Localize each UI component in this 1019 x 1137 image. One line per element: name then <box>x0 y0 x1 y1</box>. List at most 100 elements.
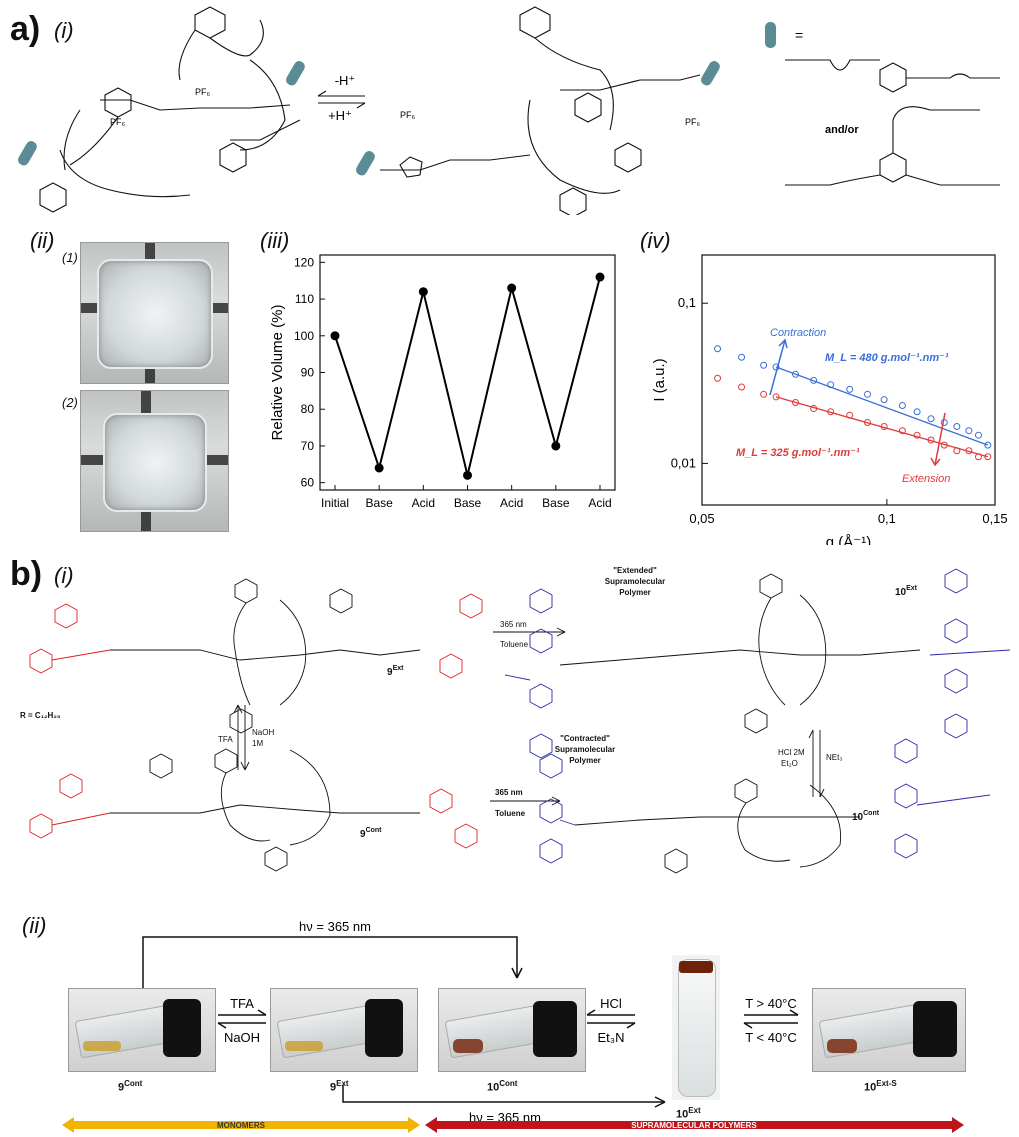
annotation-blue: M_L = 480 g.mol⁻¹.nm⁻¹ <box>825 352 949 364</box>
y-tick-label: 0,01 <box>671 455 696 470</box>
chart-relative-volume: 60 70 80 90 100 110 120 Initial Base Acid Base Acid… <box>269 254 616 510</box>
r-group-label: R = C₁₂H₂₅ <box>20 711 61 720</box>
eq-top-label: -H⁺ <box>335 73 356 88</box>
t-above-label: T > 40°C <box>745 996 797 1011</box>
data-point-1 <box>772 393 780 401</box>
cmpd-9ext: 9Ext <box>387 665 404 678</box>
left-eq-right2: 1M <box>252 739 263 748</box>
pf6-label-4: PF₆ <box>685 117 701 127</box>
data-point-0 <box>738 353 746 361</box>
legend-andor: and/or <box>825 124 859 136</box>
x-axis-label: q (Å⁻¹) <box>826 534 871 545</box>
pf6-label-1: PF₆ <box>110 117 126 127</box>
vial-upright <box>678 959 716 1097</box>
data-point-0 <box>898 401 906 409</box>
panel-b-i-label: (i) <box>54 563 74 588</box>
y-tick-label: 110 <box>295 292 314 306</box>
panel-b-ii-label: (ii) <box>22 913 47 938</box>
label-10ext: 10Ext <box>676 1106 701 1121</box>
extension-arrowhead <box>930 457 941 467</box>
y-tick-label: 60 <box>301 476 315 490</box>
chart-scattering: 0,05 0,1 0,15 0,1 0,01 q (Å⁻¹) I (a.u.) Contrac… <box>651 254 1008 545</box>
data-point-1 <box>792 399 800 407</box>
monomers-arrow <box>62 1117 420 1133</box>
x-tick-label: 0,15 <box>982 511 1007 526</box>
x-tick-label: 0,1 <box>878 511 896 526</box>
photo1-label: (1) <box>62 250 78 265</box>
monomers-label: MONOMERS <box>217 1121 266 1130</box>
stopper-glyph-4 <box>356 151 375 176</box>
contracted-title: "Contracted" <box>560 734 610 743</box>
vial-photo-9ext <box>270 988 418 1072</box>
data-point <box>330 331 340 341</box>
y-axis-label: Relative Volume (%) <box>269 305 286 441</box>
vial-photo-10exts <box>812 988 966 1072</box>
data-point-0 <box>965 427 973 435</box>
supramolecular-scheme: 365 nm Toluene 365 nm Toluene TFA NaOH 1… <box>20 566 1011 874</box>
x-tick-label: Acid <box>588 496 611 510</box>
data-point <box>507 283 517 293</box>
x-tick-label: Initial <box>321 496 349 510</box>
data-point-0 <box>792 370 800 378</box>
data-point-0 <box>974 431 982 439</box>
gel-photo-shrunk <box>80 390 229 532</box>
data-point <box>418 287 428 297</box>
stopper-glyph-3 <box>18 141 37 166</box>
annotation-red: M_L = 325 g.mol⁻¹.nm⁻¹ <box>736 447 860 459</box>
data-point-1 <box>714 374 722 382</box>
legend-equals: = <box>795 27 803 43</box>
category-arrows: MONOMERS SUPRAMOLECULAR POLYMERS <box>62 1117 964 1133</box>
extension-arrow <box>934 412 946 466</box>
panel-b-letter: b) <box>10 555 43 593</box>
left-eq-right: NaOH <box>252 728 274 737</box>
polymers-label: SUPRAMOLECULAR POLYMERS <box>631 1121 757 1130</box>
y-tick-label: 80 <box>301 402 315 416</box>
data-point-0 <box>760 361 768 369</box>
data-point-0 <box>846 385 854 393</box>
vial-photo-9cont <box>68 988 216 1072</box>
hcl-label: HCl <box>600 996 622 1011</box>
stopper-glyph-5 <box>700 61 720 86</box>
contraction-arrow <box>769 339 786 396</box>
et3n-label: Et₃N <box>598 1030 625 1045</box>
contracted-title3: Polymer <box>569 756 601 765</box>
x-tick-label: Acid <box>412 496 435 510</box>
chart3-frame <box>319 254 616 491</box>
extended-title3: Polymer <box>619 588 651 597</box>
data-point-0 <box>927 415 935 423</box>
right-eq-right: NEt₃ <box>826 753 843 762</box>
x-tick-label: Base <box>454 496 482 510</box>
data-point-0 <box>864 390 872 398</box>
y-tick-label: 0,1 <box>678 295 696 310</box>
panel-a-iv-label: (iv) <box>640 228 671 253</box>
label-9ext: 9Ext <box>330 1079 349 1094</box>
gel-photo-swollen <box>80 242 229 384</box>
gel-square <box>97 259 213 369</box>
cmpd-10cont: 10Cont <box>852 810 880 823</box>
solution-brown <box>453 1039 483 1053</box>
gel-square-2 <box>103 413 207 512</box>
right-eq-left2: Et₂O <box>781 759 798 768</box>
y-axis-label: I (a.u.) <box>651 358 668 401</box>
polymers-arrow <box>425 1117 964 1133</box>
y-tick-label: 120 <box>294 255 314 269</box>
data-point <box>551 441 561 451</box>
label-10exts: 10Ext-S <box>864 1079 897 1094</box>
rotaxane-scheme: -H⁺ +H⁺ = and/or PF₆ PF₆ PF₆ PF₆ <box>18 6 1000 215</box>
arrow-bottom-below: Toluene <box>495 809 526 818</box>
contracted-title2: Supramolecular <box>555 745 615 754</box>
stopper-glyph-2 <box>286 61 305 86</box>
fit-line-0 <box>775 366 989 446</box>
data-point-0 <box>953 422 961 430</box>
label-10cont: 10Cont <box>487 1079 518 1094</box>
panel-a-letter: a) <box>10 10 41 48</box>
arrow-top-below: Toluene <box>500 640 529 649</box>
vial-photo-10ext <box>672 955 720 1100</box>
annotation-extension: Extension <box>902 473 950 485</box>
stopper-glyph <box>765 22 776 48</box>
cmpd-9cont: 9Cont <box>360 827 382 840</box>
data-point-1 <box>898 427 906 435</box>
x-tick-label: 0,05 <box>689 511 714 526</box>
pf6-label-3: PF₆ <box>400 110 416 120</box>
solution-yellow <box>83 1041 121 1051</box>
